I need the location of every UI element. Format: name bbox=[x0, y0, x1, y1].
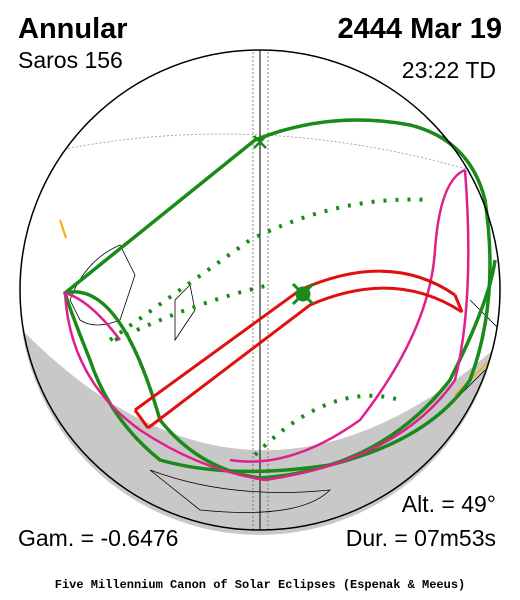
eclipse-type: Annular bbox=[18, 13, 128, 45]
rise-set-curve bbox=[229, 168, 466, 463]
coastline bbox=[149, 469, 332, 513]
rise-set-curve bbox=[64, 291, 121, 341]
penumbra-dotted bbox=[253, 393, 401, 457]
sub-solar-point bbox=[253, 135, 267, 149]
time: 23:22 TD bbox=[402, 57, 496, 83]
annular-path-limit bbox=[147, 286, 463, 430]
date: 2444 Mar 19 bbox=[338, 13, 502, 45]
gamma: Gam. = -0.6476 bbox=[18, 525, 178, 551]
altitude: Alt. = 49° bbox=[402, 491, 496, 517]
greatest-eclipse bbox=[291, 282, 315, 306]
duration: Dur. = 07m53s bbox=[346, 525, 496, 551]
globe-outline bbox=[19, 49, 501, 531]
saros: Saros 156 bbox=[18, 47, 123, 73]
annular-path-end bbox=[133, 294, 464, 429]
footer: Five Millennium Canon of Solar Eclipses … bbox=[55, 578, 465, 592]
mark bbox=[59, 219, 67, 239]
rise-set-curve bbox=[63, 169, 470, 482]
coastline bbox=[69, 244, 136, 326]
latitude-line bbox=[59, 133, 471, 171]
coastline bbox=[174, 284, 196, 342]
night-shade bbox=[22, 330, 493, 535]
